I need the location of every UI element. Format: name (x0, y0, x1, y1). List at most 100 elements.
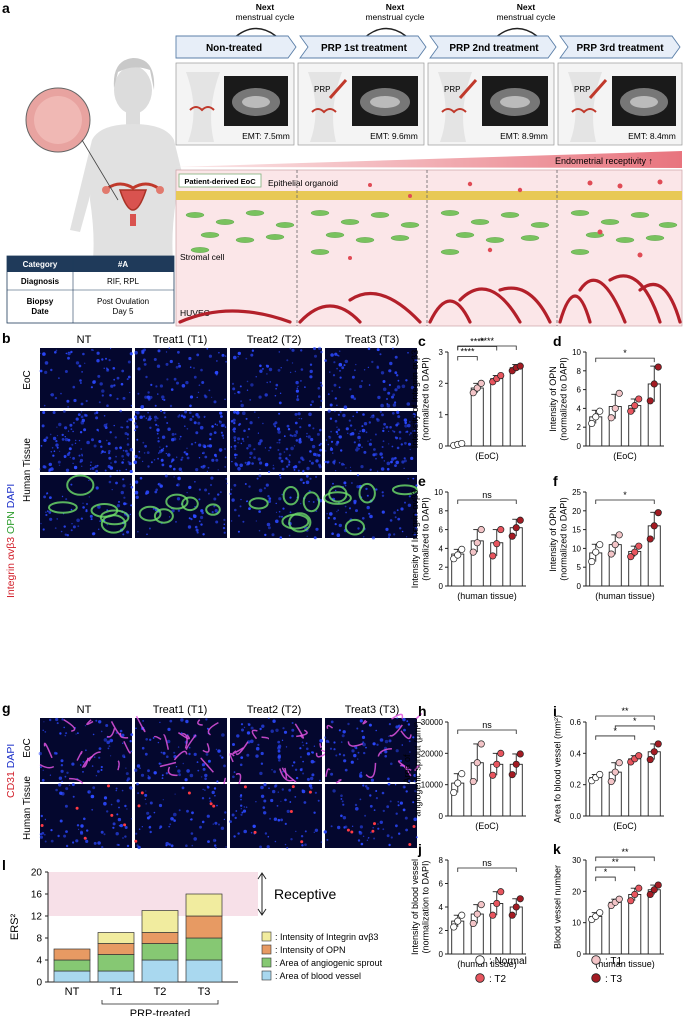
g-row-label-eoc: EoC (22, 738, 33, 757)
chart-j-point-0-1 (454, 917, 462, 925)
g-eoc-tile-1 (134, 715, 227, 791)
patient-eoc-label: Patient-derived EoC (184, 177, 256, 186)
table-cell-biopsy-value-1: Post Ovulation (97, 297, 149, 306)
l-bar-3-seg-3 (185, 893, 223, 917)
chart-j-point-3-0 (508, 911, 516, 919)
emt-value-1: EMT: 9.6mm (370, 131, 418, 141)
chart-j-ytick-label-2: 4 (439, 903, 444, 912)
chart-f-point-2-0 (627, 553, 635, 561)
b-tissue-zoom-tile-0 (39, 409, 133, 474)
next-label-1: Next (256, 2, 275, 12)
panel-label-c: c (418, 333, 426, 349)
chart-e-point-2-0 (489, 552, 497, 560)
chart-e: 0 2 4 6 8 10 Intensity of Integrin αvβ3(normal… (410, 488, 526, 601)
chart-h-point-0-1 (454, 779, 462, 787)
b-tissue-tile-3 (323, 474, 418, 540)
l-legend-swatch-3 (261, 931, 272, 942)
legend-text-t1: : T1 (605, 956, 622, 967)
legend-marker-t1 (591, 955, 601, 965)
chart-i-sig-label-1: * (633, 716, 637, 726)
l-bar-2-seg-0 (141, 959, 179, 983)
chart-j-point-0-2 (458, 911, 466, 919)
g-stain-blue: DAPI (5, 744, 17, 769)
l-xlabel: PRP-treated (130, 1008, 191, 1016)
b-stain-blue: DAPI (5, 484, 17, 509)
g-col-label-3: Treat3 (T3) (345, 704, 400, 716)
chart-k-point-2-1 (631, 890, 639, 899)
chart-i-sig-bracket-0 (595, 735, 636, 740)
chart-f-sig-label-0: * (623, 490, 627, 500)
chart-c-point-3-2 (516, 362, 524, 370)
chart-h-point-1-0 (469, 777, 477, 786)
chart-e-point-3-1 (512, 524, 520, 532)
chart-e-point-2-2 (497, 526, 505, 534)
chart-j-point-1-0 (469, 919, 477, 928)
chart-k-point-3-0 (646, 890, 654, 899)
b-stain-legend: Integrin αvβ3 OPN DAPI (5, 484, 17, 598)
chart-j-xlabel: (human tissue) (457, 959, 517, 969)
chart-c-point-0-2 (458, 439, 466, 448)
panel-label-i: i (553, 703, 557, 719)
panel-label-j: j (417, 841, 422, 857)
chart-f-point-0-0 (588, 558, 596, 566)
chart-k-sig-bracket-2 (595, 856, 655, 862)
chart-f-point-3-0 (646, 535, 654, 543)
chart-k-point-3-2 (654, 881, 662, 889)
l-ytick-label-3: 12 (31, 912, 43, 923)
prp-label-2: PRP (444, 85, 460, 94)
chart-f-point-3-2 (654, 509, 662, 517)
table-header-patient: #A (118, 260, 128, 269)
stage-chevrons: Non-treated PRP 1st treatment PRP 2nd tr… (175, 35, 681, 59)
chart-c-point-1-1 (473, 384, 481, 392)
chart-d-sig-label-0: * (623, 348, 627, 358)
patient-info-table: Category #A Diagnosis RIF, RPL Biopsy Da… (6, 255, 175, 324)
l-ytick-label-4: 16 (31, 890, 43, 901)
chart-i-sig-label-2: ** (621, 706, 629, 716)
chart-f-point-3-1 (650, 522, 658, 530)
panel-label-k: k (553, 841, 561, 857)
chart-e-ytick-label-3: 6 (439, 526, 444, 535)
panel-label-f: f (553, 473, 558, 489)
epithelial-organoid-label: Epithelial organoid (268, 178, 338, 188)
chart-j-point-1-1 (473, 910, 481, 918)
b-stain-green: OPN (5, 511, 17, 534)
chart-i-sig-bracket-2 (595, 715, 655, 720)
stromal-cell-label: Stromal cell (180, 252, 225, 262)
l-category-label-2: T2 (154, 986, 167, 998)
bar-charts: 0 1 2 3 Intensity of Integrin αvβ3(normalize… (402, 336, 664, 969)
chart-k-ytick-label-1: 10 (572, 919, 581, 928)
legend-text-normal: : Normal (489, 956, 527, 967)
cycle-label-3: menstrual cycle (496, 12, 555, 22)
b-image-grid (39, 346, 418, 540)
b-col-label-1: Treat1 (T1) (153, 334, 208, 346)
chart-d-point-3-2 (654, 363, 662, 371)
l-ytick-label-0: 0 (36, 978, 42, 989)
chart-f-xlabel: (human tissue) (595, 591, 655, 601)
table-cell-diagnosis-label: Diagnosis (21, 277, 60, 286)
chart-c-bar-3 (509, 367, 523, 447)
panel-b-microscopy: b NT Treat1 (T1) Treat2 (T2) Treat3 (T3)… (2, 330, 418, 598)
chart-c-sig-bracket-0 (457, 356, 478, 361)
chart-f-point-0-2 (596, 541, 604, 549)
g-tissue-tile-3 (323, 782, 418, 848)
panel-label-g: g (2, 700, 11, 716)
chart-j-point-1-2 (477, 901, 485, 909)
l-bar-3-seg-0 (185, 959, 223, 983)
chart-e-point-0-1 (454, 551, 462, 559)
chart-j: 0 2 4 6 8 Intensity of blood vessel(normaliza… (410, 856, 526, 969)
chart-d-point-2-2 (635, 395, 643, 403)
l-legend-label-1: : Area of angiogenic sprout (275, 958, 383, 968)
chart-i-point-0-2 (596, 770, 604, 779)
table-cell-biopsy-label-1: Biopsy (27, 297, 54, 306)
l-bar-3-seg-2 (185, 915, 223, 939)
chart-c-point-1-2 (477, 379, 485, 387)
b-row-label-tissue: Human Tissue (22, 438, 33, 502)
l-bar-0-seg-1 (53, 959, 91, 972)
l-bar-2-seg-1 (141, 943, 179, 961)
g-col-label-0: NT (77, 704, 92, 716)
chart-c-xlabel: (EoC) (475, 451, 499, 461)
chart-e-point-1-0 (469, 548, 477, 556)
chart-f-point-1-0 (607, 550, 615, 558)
panel-l-ers-chart: l 0 4 8 12 16 20 ERS² NT T1 T2 T3 PRP-treated Recept… (2, 857, 383, 1016)
